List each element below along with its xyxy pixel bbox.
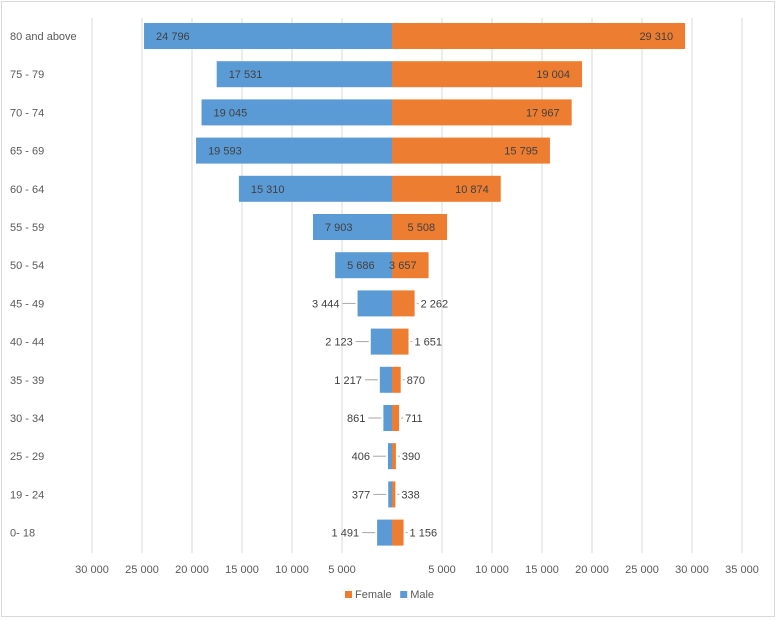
male-bar — [201, 99, 392, 126]
female-bar — [392, 61, 583, 88]
male-bar — [383, 405, 392, 431]
x-tick-label-right: 30 000 — [675, 564, 709, 576]
female-value-label: 5 508 — [408, 222, 436, 234]
female-bar — [392, 443, 396, 470]
x-tick-label-left: 30 000 — [75, 564, 109, 576]
female-bar — [392, 290, 415, 317]
female-value-label: 338 — [401, 489, 419, 501]
female-bar — [392, 519, 404, 546]
category-label: 55 - 59 — [10, 222, 44, 234]
category-label: 60 - 64 — [10, 184, 44, 196]
male-bar — [370, 328, 392, 355]
male-bar — [377, 519, 392, 546]
male-value-label: 1 217 — [334, 375, 362, 387]
female-bar — [392, 214, 448, 240]
x-tick-label-right: 35 000 — [725, 564, 759, 576]
female-value-label: 711 — [405, 413, 423, 425]
category-label: 70 - 74 — [10, 107, 44, 119]
category-label: 0- 18 — [10, 528, 35, 540]
female-bar — [392, 99, 572, 126]
category-label: 19 - 24 — [10, 489, 44, 501]
x-tick-label-right: 10 000 — [475, 564, 509, 576]
male-value-label: 2 123 — [325, 337, 353, 349]
female-value-label: 390 — [402, 451, 420, 463]
category-label: 50 - 54 — [10, 260, 44, 272]
male-value-label: 406 — [352, 451, 370, 463]
male-value-label: 377 — [352, 489, 370, 501]
female-value-label: 29 310 — [639, 31, 673, 43]
category-label: 65 - 69 — [10, 146, 44, 158]
category-label: 45 - 49 — [10, 298, 44, 310]
legend-swatch-female — [345, 591, 352, 598]
female-value-label: 19 004 — [536, 69, 570, 81]
female-value-label: 1 156 — [410, 528, 438, 540]
male-value-label: 19 593 — [208, 146, 242, 158]
male-value-label: 1 491 — [332, 528, 360, 540]
category-label: 75 - 79 — [10, 69, 44, 81]
male-value-label: 5 686 — [347, 260, 375, 272]
female-value-label: 870 — [407, 375, 425, 387]
male-bar — [387, 443, 392, 470]
x-tick-label-right: 15 000 — [525, 564, 559, 576]
female-bar — [392, 328, 409, 355]
male-value-label: 7 903 — [325, 222, 353, 234]
female-bar — [392, 366, 401, 393]
legend-label-female: Female — [355, 589, 392, 601]
male-bar — [216, 61, 392, 88]
x-tick-label-left: 5 000 — [328, 564, 356, 576]
legend-swatch-male — [400, 591, 408, 598]
female-value-label: 10 874 — [455, 184, 489, 196]
male-value-label: 19 045 — [214, 107, 248, 119]
x-tick-label-right: 20 000 — [575, 564, 609, 576]
male-value-label: 3 444 — [312, 298, 340, 310]
male-bar — [388, 481, 392, 508]
male-value-label: 861 — [347, 413, 365, 425]
legend-label-male: Male — [410, 589, 434, 601]
male-bar — [144, 23, 392, 49]
female-value-label: 17 967 — [526, 107, 560, 119]
female-value-label: 1 651 — [415, 337, 443, 349]
female-bar — [392, 481, 396, 508]
x-tick-label-left: 10 000 — [275, 564, 309, 576]
male-bar — [357, 290, 392, 317]
x-tick-label-right: 25 000 — [625, 564, 659, 576]
female-value-label: 2 262 — [421, 298, 449, 310]
category-label: 80 and above — [10, 31, 77, 43]
female-value-label: 15 795 — [504, 146, 538, 158]
male-bar — [335, 252, 392, 279]
female-value-label: 3 657 — [389, 260, 417, 272]
category-label: 30 - 34 — [10, 413, 44, 425]
male-value-label: 17 531 — [229, 69, 263, 81]
category-label: 40 - 44 — [10, 337, 44, 349]
male-bar — [196, 137, 392, 164]
x-tick-label-right: 5 000 — [428, 564, 456, 576]
female-bar — [392, 252, 429, 279]
male-value-label: 24 796 — [156, 31, 190, 43]
female-bar — [392, 405, 400, 431]
category-label: 35 - 39 — [10, 375, 44, 387]
x-tick-label-left: 20 000 — [175, 564, 209, 576]
male-bar — [312, 214, 392, 240]
female-bar — [392, 137, 550, 164]
male-bar — [238, 175, 392, 202]
female-bar — [392, 175, 501, 202]
x-tick-label-left: 15 000 — [225, 564, 259, 576]
x-tick-label-left: 25 000 — [125, 564, 159, 576]
female-bar — [392, 23, 686, 49]
category-label: 25 - 29 — [10, 451, 44, 463]
male-bar — [379, 366, 392, 393]
male-value-label: 15 310 — [251, 184, 285, 196]
